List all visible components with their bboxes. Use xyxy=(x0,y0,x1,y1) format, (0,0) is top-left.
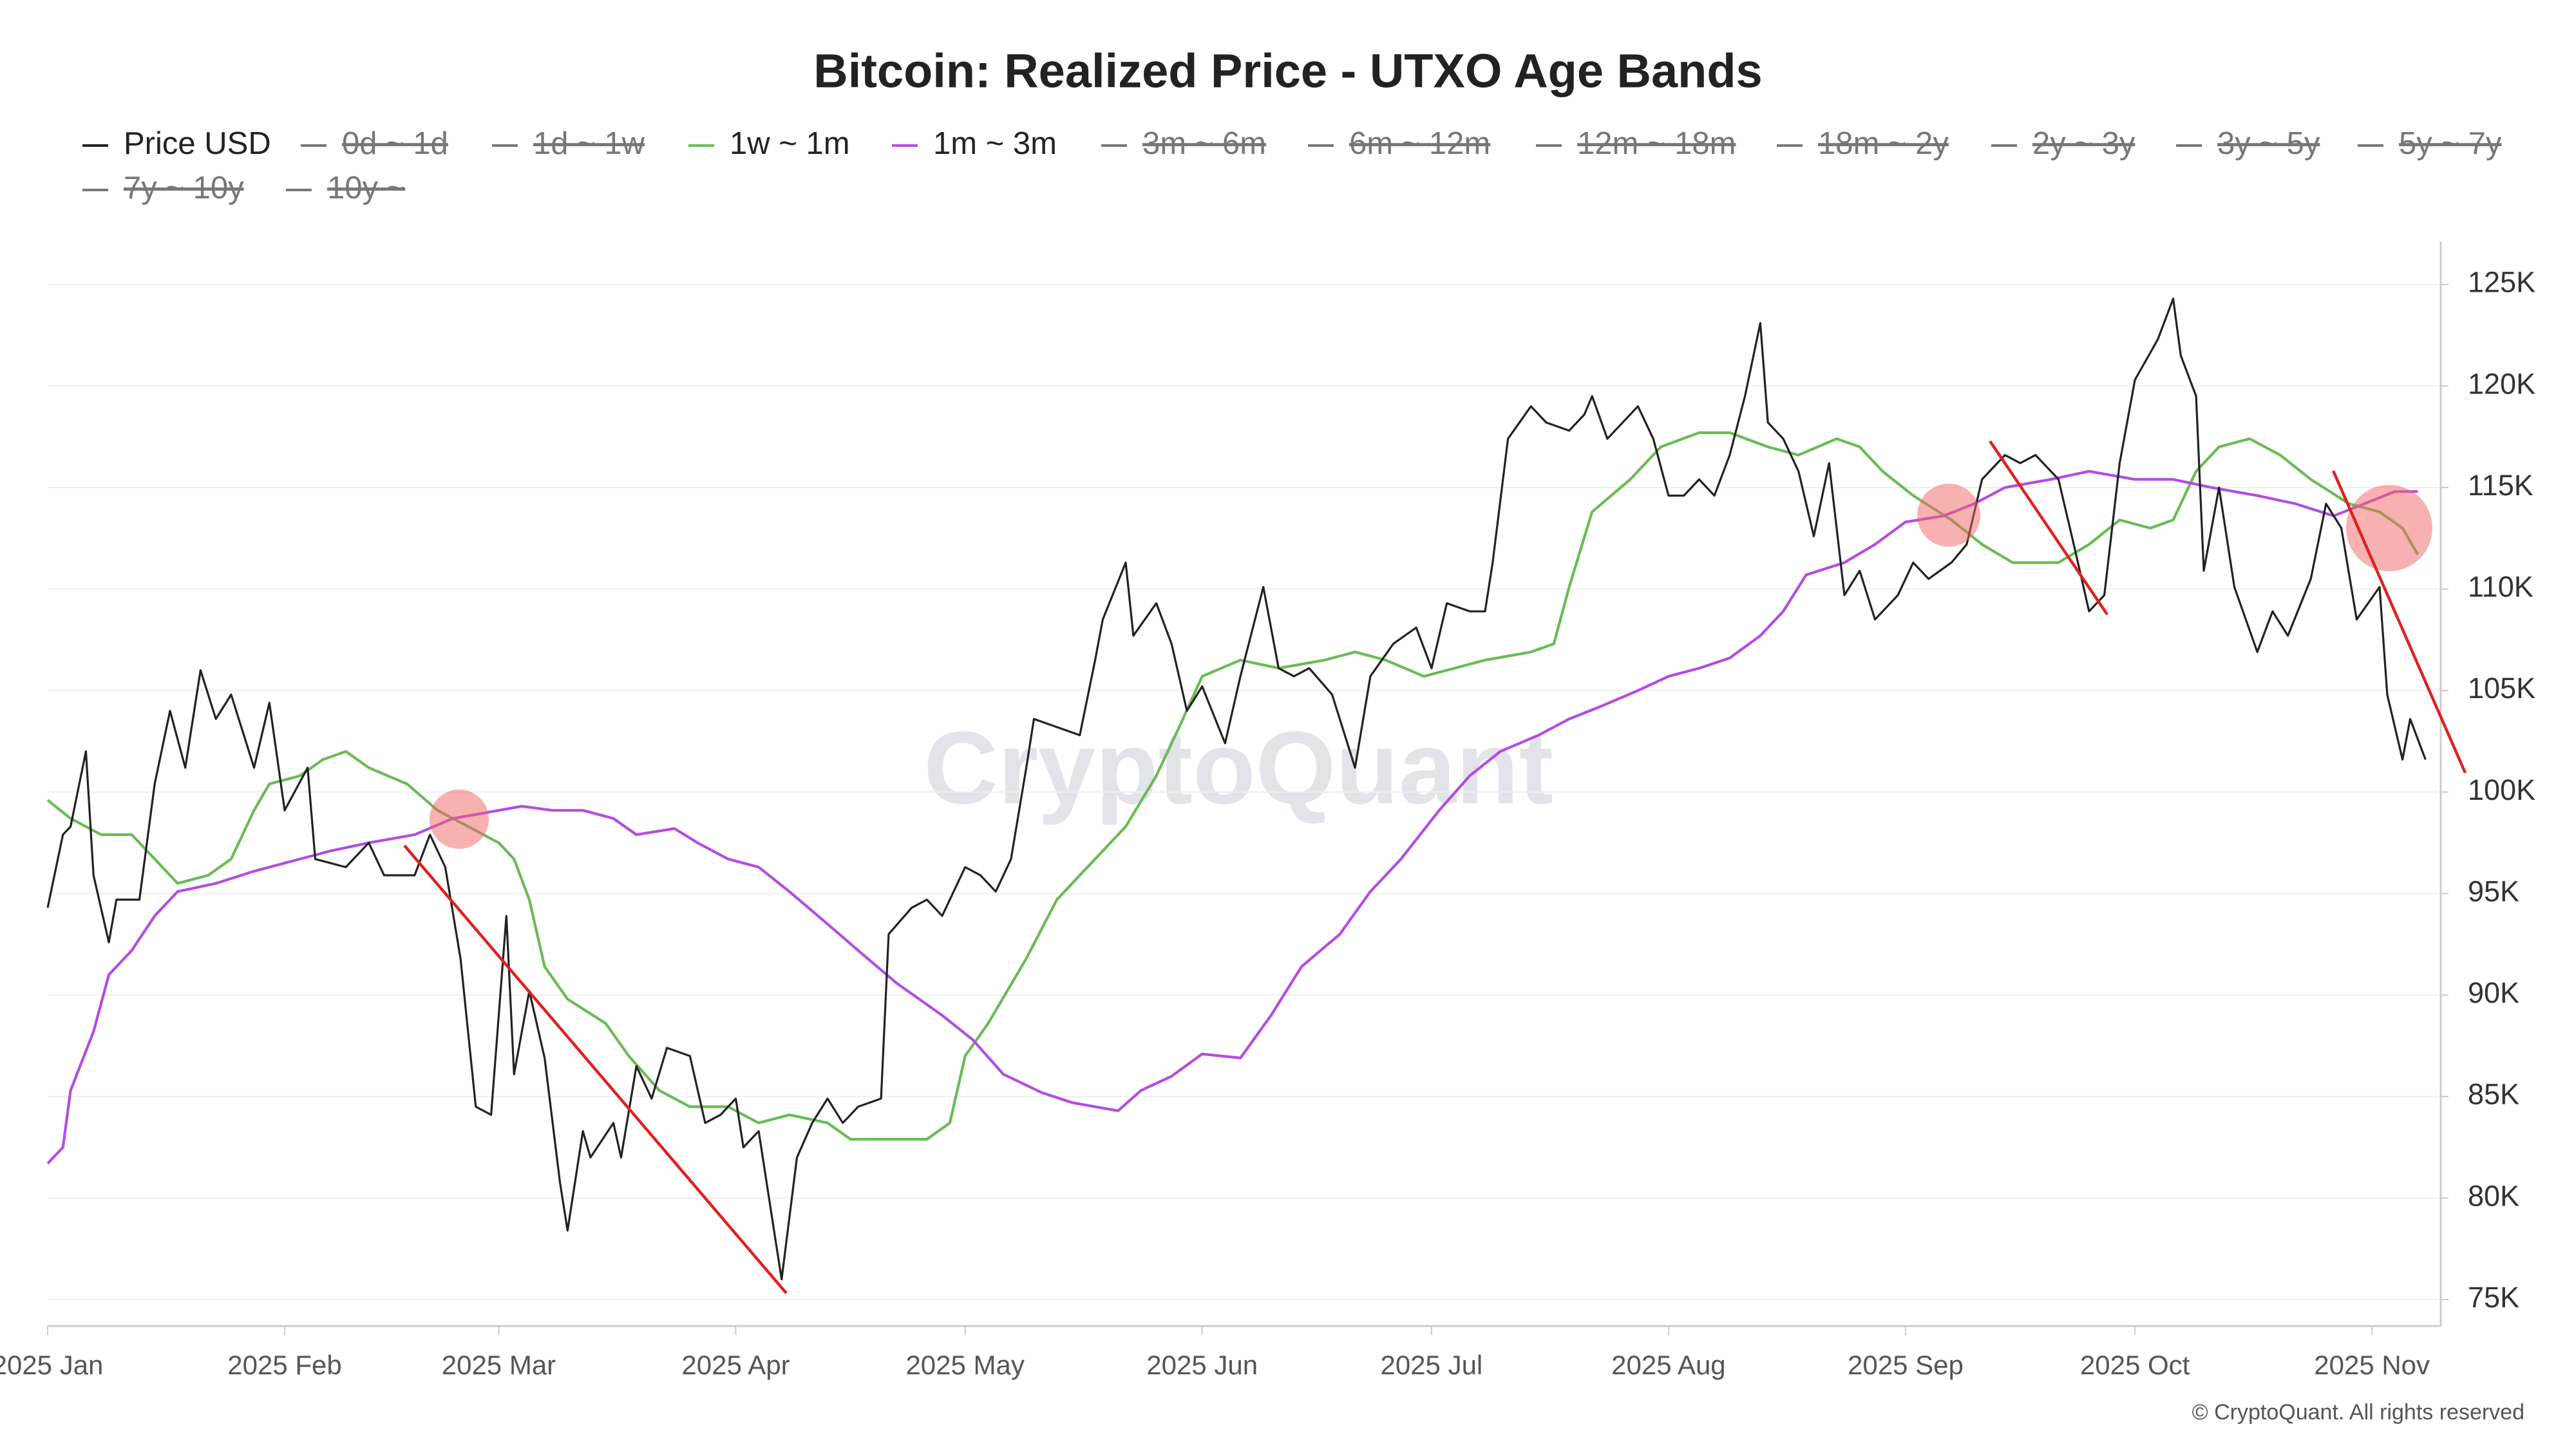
y-tick-label: 90K xyxy=(2468,976,2519,1009)
plot: 75K 80K 85K 90K 95K 100K 105K 110K 115K 120K 125K 2… xyxy=(0,242,2535,1380)
x-tick-label: 2025 Nov xyxy=(2314,1350,2430,1380)
watermark: CryptoQuant xyxy=(923,710,1553,825)
legend-label[interactable]: 6m ~ 12m xyxy=(1349,126,1490,161)
y-tick-label: 95K xyxy=(2468,875,2519,907)
legend-label[interactable]: 1d ~ 1w xyxy=(533,126,645,161)
x-tick-label: 2025 Jan xyxy=(0,1350,103,1380)
chart-title: Bitcoin: Realized Price - UTXO Age Bands xyxy=(813,44,1762,98)
x-tick-label: 2025 Apr xyxy=(681,1350,790,1380)
x-tick-label: 2025 Jun xyxy=(1146,1350,1258,1380)
legend-label[interactable]: 3y ~ 5y xyxy=(2217,126,2320,161)
legend-label[interactable]: 10y ~ xyxy=(327,171,405,205)
annotations xyxy=(403,440,2467,1294)
legend-label[interactable]: 1w ~ 1m xyxy=(730,126,850,161)
x-tick-label: 2025 May xyxy=(905,1350,1024,1380)
y-tick-label: 80K xyxy=(2468,1179,2519,1212)
legend-label[interactable]: 7y ~ 10y xyxy=(124,171,244,205)
credit: © CryptoQuant. All rights reserved xyxy=(2192,1400,2524,1425)
x-tick-label: 2025 Feb xyxy=(227,1350,341,1380)
y-tick-label: 115K xyxy=(2468,469,2533,502)
legend-label[interactable]: 5y ~ 7y xyxy=(2399,126,2502,161)
y-tick-label: 110K xyxy=(2468,571,2533,603)
highlight-circle xyxy=(1917,484,1980,547)
y-tick-label: 120K xyxy=(2468,367,2535,400)
legend-label[interactable]: Price USD xyxy=(124,126,271,161)
legend-label[interactable]: 2y ~ 3y xyxy=(2032,126,2136,161)
trend-line xyxy=(2331,470,2467,773)
series-line xyxy=(46,431,2420,1141)
y-tick-label: 125K xyxy=(2468,266,2535,299)
legend-label[interactable]: 12m ~ 18m xyxy=(1577,126,1736,161)
legend-label[interactable]: 18m ~ 2y xyxy=(1818,126,1949,161)
y-tick-label: 75K xyxy=(2468,1281,2519,1314)
trend-line xyxy=(403,844,788,1294)
legend: Price USD 0d ~ 1d 1d ~ 1w 1w ~ 1m 1m ~ 3m 3m … xyxy=(82,126,2502,205)
legend-label[interactable]: 1m ~ 3m xyxy=(933,126,1057,161)
legend-label[interactable]: 0d ~ 1d xyxy=(342,126,448,161)
x-tick-label: 2025 Oct xyxy=(2080,1350,2190,1380)
x-tick-label: 2025 Jul xyxy=(1380,1350,1482,1380)
y-tick-label: 105K xyxy=(2468,672,2535,705)
x-tick-label: 2025 Aug xyxy=(1611,1350,1726,1380)
y-tick-label: 85K xyxy=(2468,1078,2519,1111)
trend-line xyxy=(1989,440,2108,616)
series-line xyxy=(46,298,2427,1281)
x-tick-label: 2025 Sep xyxy=(1848,1350,1964,1380)
legend-label[interactable]: 3m ~ 6m xyxy=(1142,126,1266,161)
highlight-circle xyxy=(430,790,489,849)
x-tick-label: 2025 Mar xyxy=(442,1350,556,1380)
y-tick-label: 100K xyxy=(2468,773,2535,806)
